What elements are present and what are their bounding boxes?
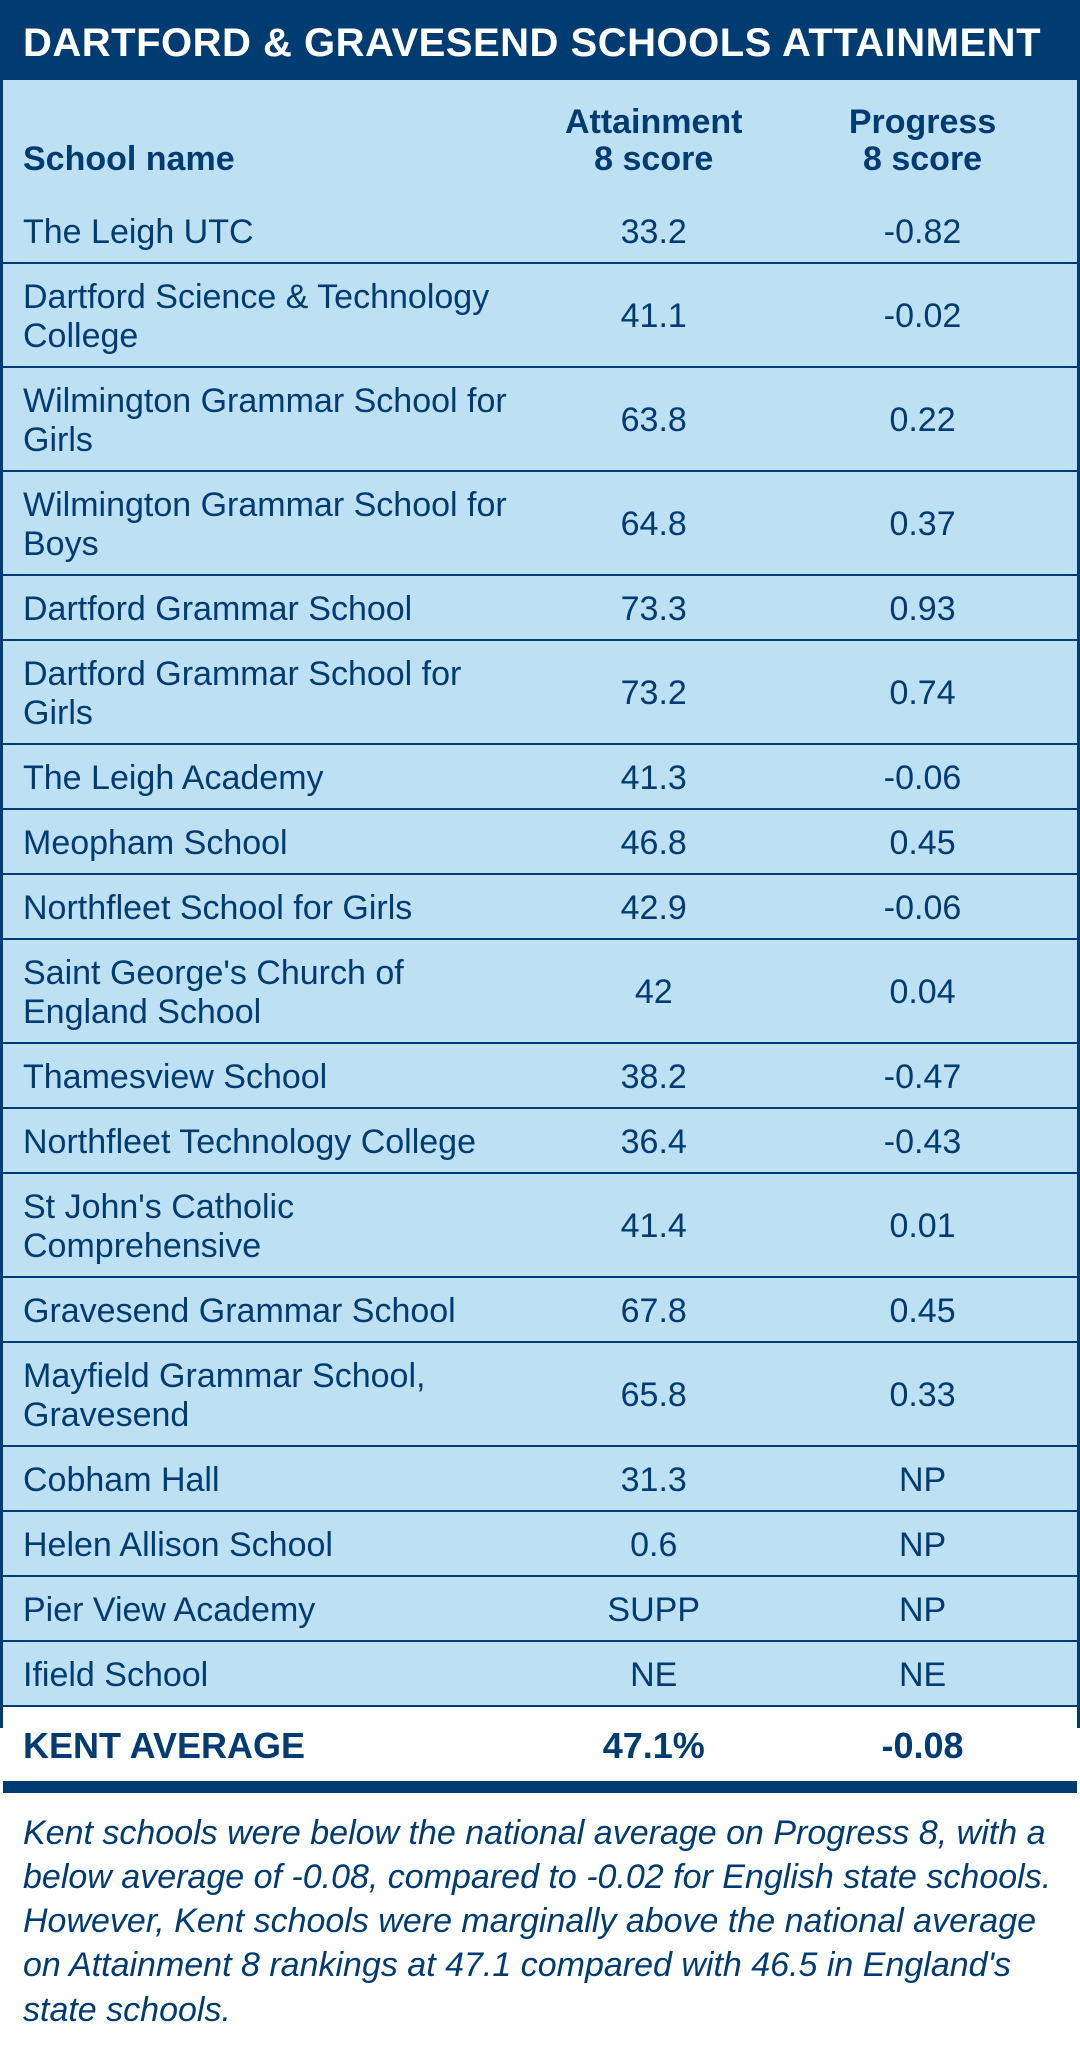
header-attain-line1: Attainment [565,103,743,141]
table-row: Ifield SchoolNENE [3,1642,1077,1707]
cell-attainment: 0.6 [519,1527,788,1564]
table-row: The Leigh UTC33.2-0.82 [3,199,1077,264]
cell-school: Ifield School [23,1656,519,1695]
table-row: Dartford Grammar School73.30.93 [3,576,1077,641]
cell-school: The Leigh UTC [23,213,519,252]
table-row: Wilmington Grammar School for Girls63.80… [3,368,1077,472]
cell-progress: NP [788,1462,1057,1499]
cell-school: The Leigh Academy [23,759,519,798]
table-body: The Leigh UTC33.2-0.82Dartford Science &… [3,199,1077,1707]
cell-school: Dartford Grammar School for Girls [23,655,519,733]
cell-attainment: 64.8 [519,506,788,543]
table-container: DARTFORD & GRAVESEND SCHOOLS ATTAINMENT … [0,0,1080,1728]
cell-attainment: 38.2 [519,1059,788,1096]
cell-school: Dartford Science & Technology College [23,278,519,356]
cell-attainment: 41.1 [519,298,788,335]
table-row: Meopham School46.80.45 [3,810,1077,875]
cell-attainment: 73.2 [519,675,788,712]
cell-attainment: 73.3 [519,591,788,628]
header-attain-line2: 8 score [594,140,713,178]
cell-attainment: 41.4 [519,1208,788,1245]
cell-attainment: 63.8 [519,402,788,439]
table-row: St John's Catholic Comprehensive41.40.01 [3,1174,1077,1278]
cell-school: Wilmington Grammar School for Boys [23,486,519,564]
cell-attainment: 42 [519,974,788,1011]
cell-progress: 0.45 [788,825,1057,862]
cell-attainment: 41.3 [519,760,788,797]
cell-attainment: 36.4 [519,1124,788,1161]
cell-attainment: SUPP [519,1592,788,1629]
cell-progress: -0.47 [788,1059,1057,1096]
cell-progress: 0.74 [788,675,1057,712]
table-row: Helen Allison School0.6NP [3,1512,1077,1577]
cell-school: Dartford Grammar School [23,590,519,629]
header-attainment: Attainment 8 score [519,104,788,179]
cell-attainment: 42.9 [519,890,788,927]
cell-progress: 0.33 [788,1377,1057,1414]
header-row: School name Attainment 8 score Progress … [3,80,1077,199]
cell-attainment: 46.8 [519,825,788,862]
cell-school: St John's Catholic Comprehensive [23,1188,519,1266]
cell-progress: -0.06 [788,890,1057,927]
table-row: Saint George's Church of England School4… [3,940,1077,1044]
header-school: School name [23,140,519,179]
cell-progress: NP [788,1592,1057,1629]
table-row: Wilmington Grammar School for Boys64.80.… [3,472,1077,576]
table-row: Mayfield Grammar School, Gravesend65.80.… [3,1343,1077,1447]
average-row: KENT AVERAGE 47.1% -0.08 [3,1707,1077,1793]
title-bar: DARTFORD & GRAVESEND SCHOOLS ATTAINMENT [3,3,1077,80]
cell-attainment: 33.2 [519,214,788,251]
cell-school: Saint George's Church of England School [23,954,519,1032]
cell-attainment: NE [519,1657,788,1694]
cell-school: Pier View Academy [23,1591,519,1630]
table-row: Thamesview School38.2-0.47 [3,1044,1077,1109]
cell-progress: 0.37 [788,506,1057,543]
cell-progress: -0.43 [788,1124,1057,1161]
cell-attainment: 65.8 [519,1377,788,1414]
cell-progress: NE [788,1657,1057,1694]
table-row: Northfleet School for Girls42.9-0.06 [3,875,1077,940]
cell-school: Meopham School [23,824,519,863]
cell-progress: -0.06 [788,760,1057,797]
table-row: Dartford Grammar School for Girls73.20.7… [3,641,1077,745]
cell-progress: 0.45 [788,1293,1057,1330]
header-prog-line2: 8 score [863,140,982,178]
cell-school: Mayfield Grammar School, Gravesend [23,1357,519,1435]
cell-attainment: 67.8 [519,1293,788,1330]
footnote: Kent schools were below the national ave… [3,1793,1077,2056]
table-row: The Leigh Academy41.3-0.06 [3,745,1077,810]
cell-progress: NP [788,1527,1057,1564]
header-progress: Progress 8 score [788,104,1057,179]
cell-progress: -0.02 [788,298,1057,335]
cell-attainment: 31.3 [519,1462,788,1499]
table-row: Cobham Hall31.3NP [3,1447,1077,1512]
cell-school: Thamesview School [23,1058,519,1097]
header-prog-line1: Progress [849,103,996,141]
average-prog: -0.08 [788,1726,1057,1766]
average-label: KENT AVERAGE [23,1725,519,1767]
table-row: Pier View AcademySUPPNP [3,1577,1077,1642]
cell-progress: 0.04 [788,974,1057,1011]
cell-progress: 0.93 [788,591,1057,628]
table-row: Dartford Science & Technology College41.… [3,264,1077,368]
cell-progress: 0.22 [788,402,1057,439]
cell-school: Northfleet School for Girls [23,889,519,928]
cell-school: Gravesend Grammar School [23,1292,519,1331]
table-row: Northfleet Technology College36.4-0.43 [3,1109,1077,1174]
cell-school: Cobham Hall [23,1461,519,1500]
average-attain: 47.1% [519,1726,788,1766]
cell-progress: -0.82 [788,214,1057,251]
cell-progress: 0.01 [788,1208,1057,1245]
cell-school: Wilmington Grammar School for Girls [23,382,519,460]
table-row: Gravesend Grammar School67.80.45 [3,1278,1077,1343]
title-text: DARTFORD & GRAVESEND SCHOOLS ATTAINMENT [23,21,1041,65]
cell-school: Northfleet Technology College [23,1123,519,1162]
cell-school: Helen Allison School [23,1526,519,1565]
